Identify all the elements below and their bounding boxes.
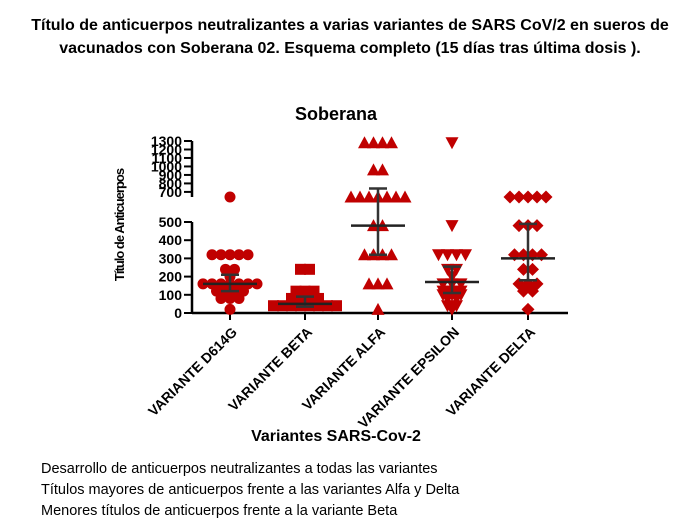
data-point — [376, 136, 389, 149]
data-point — [277, 300, 288, 312]
data-point — [445, 137, 459, 150]
data-point — [450, 249, 463, 262]
data-point — [530, 190, 544, 204]
y-tick-label: 300 — [159, 250, 183, 266]
slide-title: Título de anticuerpos neutralizantes a v… — [20, 14, 680, 60]
data-point — [385, 136, 398, 149]
data-point — [389, 190, 403, 203]
data-point — [367, 163, 380, 176]
y-tick-label: 1200 — [151, 141, 182, 157]
data-point — [233, 249, 245, 261]
y-tick-label: 400 — [159, 232, 183, 248]
data-point — [224, 292, 236, 304]
data-point — [517, 284, 530, 298]
data-point — [353, 190, 367, 203]
data-point — [371, 302, 385, 315]
data-point — [224, 249, 236, 261]
data-point — [380, 190, 394, 203]
data-point — [233, 292, 245, 304]
slide-title-line-1: Título de anticuerpos neutralizantes a v… — [31, 17, 669, 34]
data-point — [224, 191, 236, 203]
y-tick-label: 900 — [159, 167, 183, 183]
y-tick-label: 100 — [159, 287, 183, 303]
data-point — [521, 190, 535, 204]
data-point — [450, 292, 463, 305]
data-point — [526, 284, 539, 298]
y-axis-label: Título de Anticuerpos — [112, 168, 127, 281]
note-3: Menores títulos de anticuerpos frente a … — [41, 503, 398, 519]
data-point — [322, 300, 333, 312]
data-point — [512, 219, 526, 233]
data-point — [376, 163, 389, 176]
data-point — [362, 277, 376, 290]
data-point — [432, 249, 445, 262]
x-axis-label: Variantes SARS-Cov-2 — [251, 428, 421, 445]
data-point — [539, 190, 553, 204]
data-point — [242, 249, 254, 261]
data-point — [331, 300, 342, 312]
data-point — [206, 249, 218, 261]
data-point — [398, 190, 412, 203]
y-tick-label: 500 — [159, 214, 183, 230]
data-point — [535, 248, 548, 262]
data-point — [367, 136, 380, 149]
data-point — [268, 300, 279, 312]
data-point — [224, 303, 236, 315]
y-tick-label: 1300 — [151, 133, 182, 149]
y-tick-label: 800 — [159, 175, 183, 191]
data-point — [358, 248, 371, 261]
data-point — [521, 302, 535, 316]
data-point — [445, 303, 459, 316]
data-point — [385, 248, 398, 261]
y-tick-label: 1100 — [152, 150, 183, 166]
data-point — [503, 190, 517, 204]
data-point — [313, 300, 324, 312]
y-tick-label: 1000 — [151, 158, 182, 174]
data-point — [512, 190, 526, 204]
data-point — [371, 277, 385, 290]
data-point — [304, 263, 315, 275]
y-tick-label: 0 — [174, 305, 182, 321]
data-point — [358, 136, 371, 149]
data-point — [295, 263, 306, 275]
note-2: Títulos mayores de anticuerpos frente a … — [41, 482, 460, 498]
y-tick-label: 700 — [159, 184, 183, 200]
data-point — [344, 190, 358, 203]
data-point — [441, 249, 454, 262]
data-point — [362, 190, 376, 203]
data-point — [441, 292, 454, 305]
data-point — [508, 248, 521, 262]
y-tick-label: 200 — [159, 269, 183, 285]
chart-title: Soberana — [295, 104, 378, 124]
data-point — [459, 249, 472, 262]
slide-title-line-2: vacunados con Soberana 02. Esquema compl… — [59, 40, 641, 57]
data-point — [445, 220, 459, 233]
data-point — [215, 249, 227, 261]
data-point — [215, 292, 227, 304]
data-point — [530, 219, 544, 233]
notes-list: Desarrollo de anticuerpos neutralizantes… — [41, 459, 459, 522]
data-point — [380, 277, 394, 290]
data-point — [286, 300, 297, 312]
note-1: Desarrollo de anticuerpos neutralizantes… — [41, 461, 438, 477]
